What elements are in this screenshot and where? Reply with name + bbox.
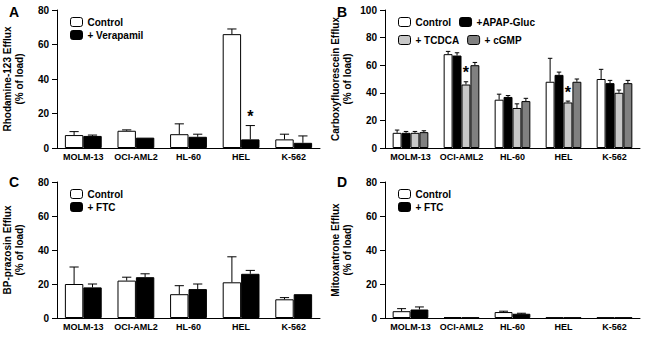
svg-text:HEL: HEL [555, 322, 574, 332]
svg-text:60: 60 [366, 211, 378, 222]
svg-text:*: * [463, 64, 470, 81]
svg-text:Mitoxantrone Efflux: Mitoxantrone Efflux [330, 203, 341, 297]
svg-text:(% of load): (% of load) [342, 53, 353, 104]
svg-text:Rhodamine-123 Efflux: Rhodamine-123 Efflux [2, 26, 13, 131]
svg-text:0: 0 [43, 143, 49, 154]
svg-text:80: 80 [38, 177, 50, 188]
svg-text:Control: Control [416, 189, 452, 200]
svg-text:D: D [337, 174, 347, 190]
svg-text:60: 60 [38, 39, 50, 50]
svg-text:20: 20 [366, 279, 378, 290]
svg-text:MOLM-13: MOLM-13 [390, 152, 431, 162]
svg-text:40: 40 [38, 74, 50, 85]
svg-text:BP-prazosin Efflux: BP-prazosin Efflux [2, 205, 13, 294]
svg-text:C: C [9, 174, 19, 190]
svg-text:Control: Control [88, 189, 124, 200]
svg-text:20: 20 [38, 108, 50, 119]
svg-text:OCI-AML2: OCI-AML2 [440, 322, 484, 332]
svg-text:40: 40 [366, 87, 378, 98]
svg-text:OCI-AML2: OCI-AML2 [114, 152, 158, 162]
svg-text:HEL: HEL [232, 152, 251, 162]
svg-text:HEL: HEL [232, 322, 251, 332]
svg-text:MOLM-13: MOLM-13 [63, 322, 104, 332]
svg-text:MOLM-13: MOLM-13 [63, 152, 104, 162]
svg-text:HL-60: HL-60 [500, 322, 525, 332]
svg-text:K-562: K-562 [281, 152, 306, 162]
svg-text:OCI-AML2: OCI-AML2 [114, 322, 158, 332]
svg-text:OCI-AML2: OCI-AML2 [440, 152, 484, 162]
svg-text:0: 0 [43, 313, 49, 324]
svg-text:+ cGMP: + cGMP [485, 35, 522, 46]
svg-text:+ Verapamil: + Verapamil [88, 30, 144, 41]
svg-text:0: 0 [371, 143, 377, 154]
svg-text:80: 80 [366, 32, 378, 43]
svg-text:+APAP-Gluc: +APAP-Gluc [477, 17, 536, 28]
svg-text:Carboxyfluorescein Efflux: Carboxyfluorescein Efflux [330, 17, 341, 141]
svg-text:+ FTC: + FTC [88, 202, 116, 213]
svg-text:80: 80 [366, 177, 378, 188]
svg-text:K-562: K-562 [602, 152, 627, 162]
svg-text:*: * [565, 84, 572, 101]
svg-text:HL-60: HL-60 [176, 152, 201, 162]
svg-text:K-562: K-562 [602, 322, 627, 332]
svg-text:(% of load): (% of load) [14, 224, 25, 275]
svg-text:K-562: K-562 [281, 322, 306, 332]
svg-text:(% of load): (% of load) [342, 224, 353, 275]
svg-text:20: 20 [366, 115, 378, 126]
svg-text:HL-60: HL-60 [500, 152, 525, 162]
svg-text:20: 20 [38, 279, 50, 290]
svg-text:0: 0 [371, 313, 377, 324]
svg-text:100: 100 [360, 5, 377, 16]
svg-text:+ FTC: + FTC [416, 202, 444, 213]
svg-text:40: 40 [38, 245, 50, 256]
svg-text:Control: Control [416, 17, 452, 28]
svg-text:(% of load): (% of load) [14, 53, 25, 104]
svg-text:60: 60 [366, 60, 378, 71]
svg-text:MOLM-13: MOLM-13 [390, 322, 431, 332]
svg-text:HL-60: HL-60 [176, 322, 201, 332]
svg-text:Control: Control [88, 17, 124, 28]
svg-text:*: * [247, 108, 254, 125]
svg-text:+ TCDCA: + TCDCA [416, 35, 460, 46]
svg-text:HEL: HEL [555, 152, 574, 162]
svg-text:60: 60 [38, 211, 50, 222]
svg-text:B: B [337, 4, 347, 20]
svg-text:A: A [9, 4, 19, 20]
svg-text:80: 80 [38, 5, 50, 16]
svg-text:40: 40 [366, 245, 378, 256]
